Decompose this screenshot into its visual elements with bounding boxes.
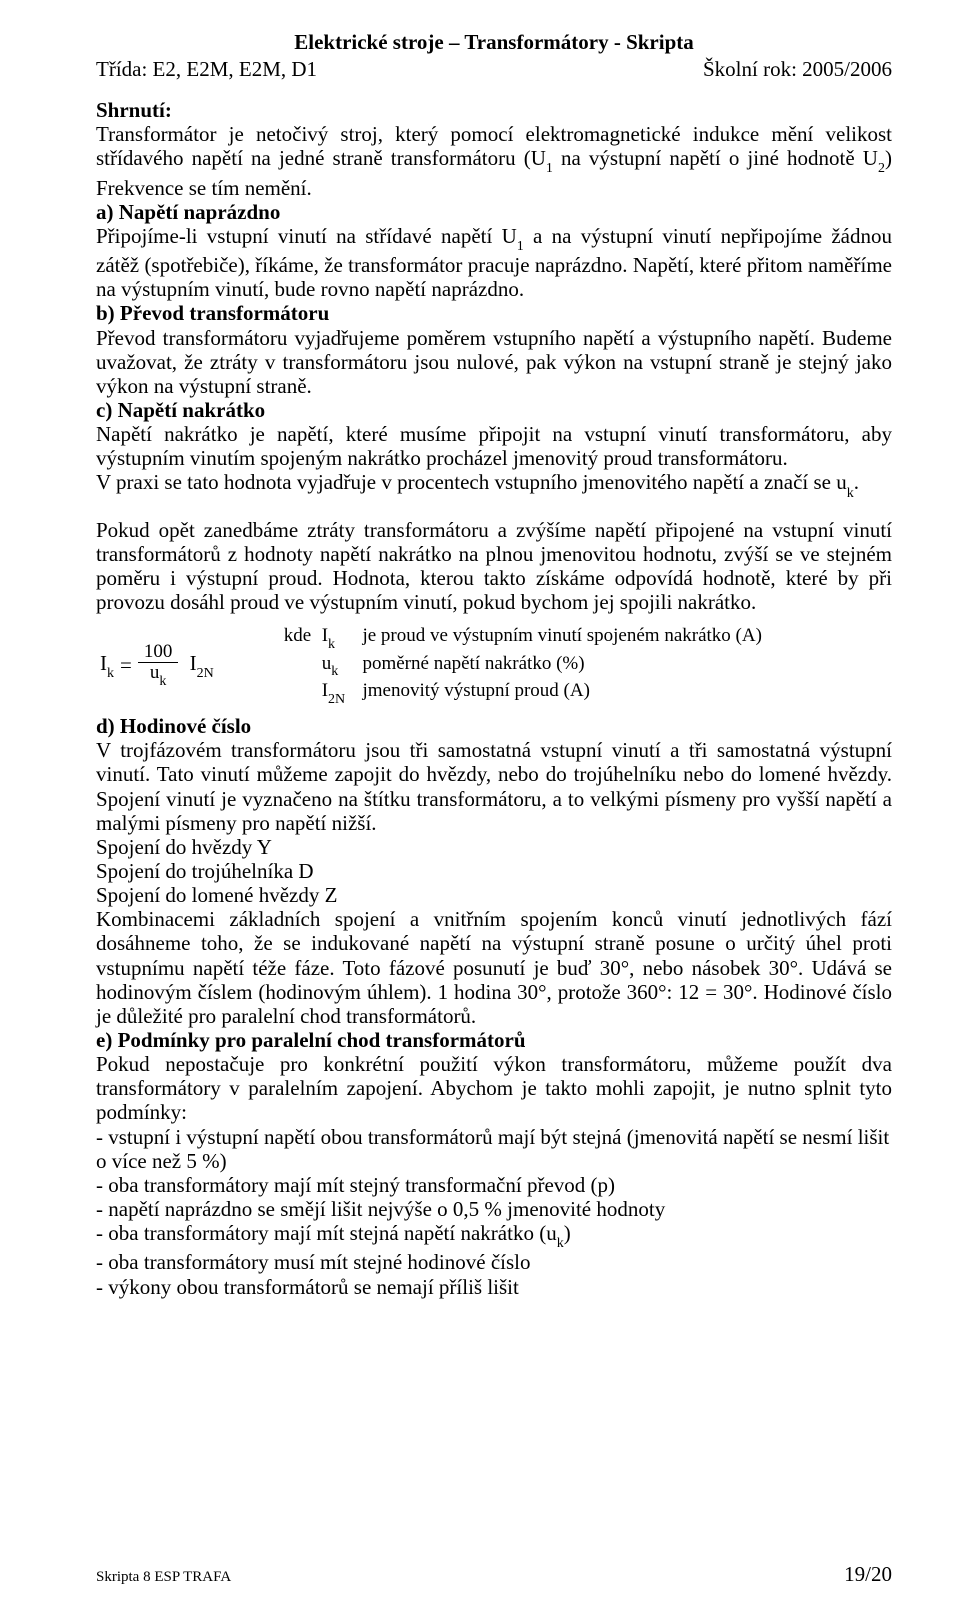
sub: 2N <box>328 692 345 707</box>
text: . <box>854 470 859 494</box>
kde-label: kde <box>284 624 322 648</box>
sub: k <box>107 666 114 681</box>
text: V praxi se tato hodnota vyjadřuje v proc… <box>96 470 847 494</box>
section-d-heading: d) Hodinové číslo <box>96 714 892 738</box>
section-c-text1: Napětí nakrátko je napětí, které musíme … <box>96 422 892 470</box>
section-c-text2: V praxi se tato hodnota vyjadřuje v proc… <box>96 470 892 499</box>
paragraph-2: Pokud opět zanedbáme ztráty transformáto… <box>96 518 892 615</box>
text: I <box>190 651 197 675</box>
e-item-3: - napětí naprázdno se smějí lišit nejvýš… <box>96 1197 892 1221</box>
legend-text: jmenovitý výstupní proud (A) <box>358 680 590 701</box>
e-item-1: - vstupní i výstupní napětí obou transfo… <box>96 1125 892 1173</box>
text: I <box>100 651 107 675</box>
section-d-text: V trojfázovém transformátoru jsou tři sa… <box>96 738 892 835</box>
d-line-d: Spojení do trojúhelníka D <box>96 859 892 883</box>
section-c-heading: c) Napětí nakrátko <box>96 398 892 422</box>
fraction: 100 uk <box>138 642 179 687</box>
section-e-heading: e) Podmínky pro paralelní chod transform… <box>96 1028 892 1052</box>
formula-legend: kdeIk je proud ve výstupním vinutí spoje… <box>284 624 762 706</box>
page-footer: Skripta 8 ESP TRAFA 19/20 <box>96 1562 892 1587</box>
section-b-heading: b) Převod transformátoru <box>96 301 892 325</box>
d-line-z: Spojení do lomené hvězdy Z <box>96 883 892 907</box>
text: ) <box>564 1221 571 1245</box>
e-item-6: - výkony obou transformátorů se nemají p… <box>96 1275 892 1299</box>
sub: k <box>159 674 166 689</box>
year-line: Školní rok: 2005/2006 <box>703 57 892 82</box>
sub: k <box>557 1236 564 1251</box>
e-item-5: - oba transformátory musí mít stejné hod… <box>96 1250 892 1274</box>
sub: 1 <box>517 239 524 254</box>
sub: 2N <box>197 666 214 681</box>
text: u <box>322 653 332 674</box>
sub: 1 <box>546 161 553 176</box>
e-item-2: - oba transformátory mají mít stejný tra… <box>96 1173 892 1197</box>
intro-paragraph: Transformátor je netočivý stroj, který p… <box>96 122 892 200</box>
text: na výstupní napětí o jiné hodnotě U <box>553 146 878 170</box>
formula-equation: Ik = 100 uk I2N <box>100 642 214 687</box>
footer-left: Skripta 8 ESP TRAFA <box>96 1569 231 1586</box>
legend-text: poměrné napětí nakrátko (%) <box>358 653 585 674</box>
legend-text: je proud ve výstupním vinutí spojeném na… <box>358 625 762 646</box>
section-a-text: Připojíme-li vstupní vinutí na střídavé … <box>96 224 892 302</box>
d-line-y: Spojení do hvězdy Y <box>96 835 892 859</box>
section-a-heading: a) Napětí naprázdno <box>96 200 892 224</box>
sub: 2 <box>878 161 885 176</box>
e-item-4: - oba transformátory mají mít stejná nap… <box>96 1221 892 1250</box>
doc-title: Elektrické stroje – Transformátory - Skr… <box>96 30 892 55</box>
sub: k <box>328 637 335 652</box>
footer-page-number: 19/20 <box>844 1562 892 1587</box>
sub: k <box>331 664 338 679</box>
section-d-text2: Kombinacemi základních spojení a vnitřní… <box>96 907 892 1028</box>
section-e-text: Pokud nepostačuje pro konkrétní použití … <box>96 1052 892 1124</box>
class-line: Třída: E2, E2M, E2M, D1 <box>96 57 317 82</box>
text: u <box>150 662 160 683</box>
equals: = <box>120 653 132 678</box>
text: Připojíme-li vstupní vinutí na střídavé … <box>96 224 517 248</box>
section-b-text: Převod transformátoru vyjadřujeme poměre… <box>96 326 892 398</box>
shrnuti-heading: Shrnutí: <box>96 98 892 122</box>
header-row: Třída: E2, E2M, E2M, D1 Školní rok: 2005… <box>96 57 892 82</box>
sub: k <box>847 486 854 501</box>
text: - oba transformátory mají mít stejná nap… <box>96 1221 557 1245</box>
numerator: 100 <box>138 642 179 663</box>
formula-block: Ik = 100 uk I2N kdeIk je proud ve výstup… <box>96 624 892 706</box>
